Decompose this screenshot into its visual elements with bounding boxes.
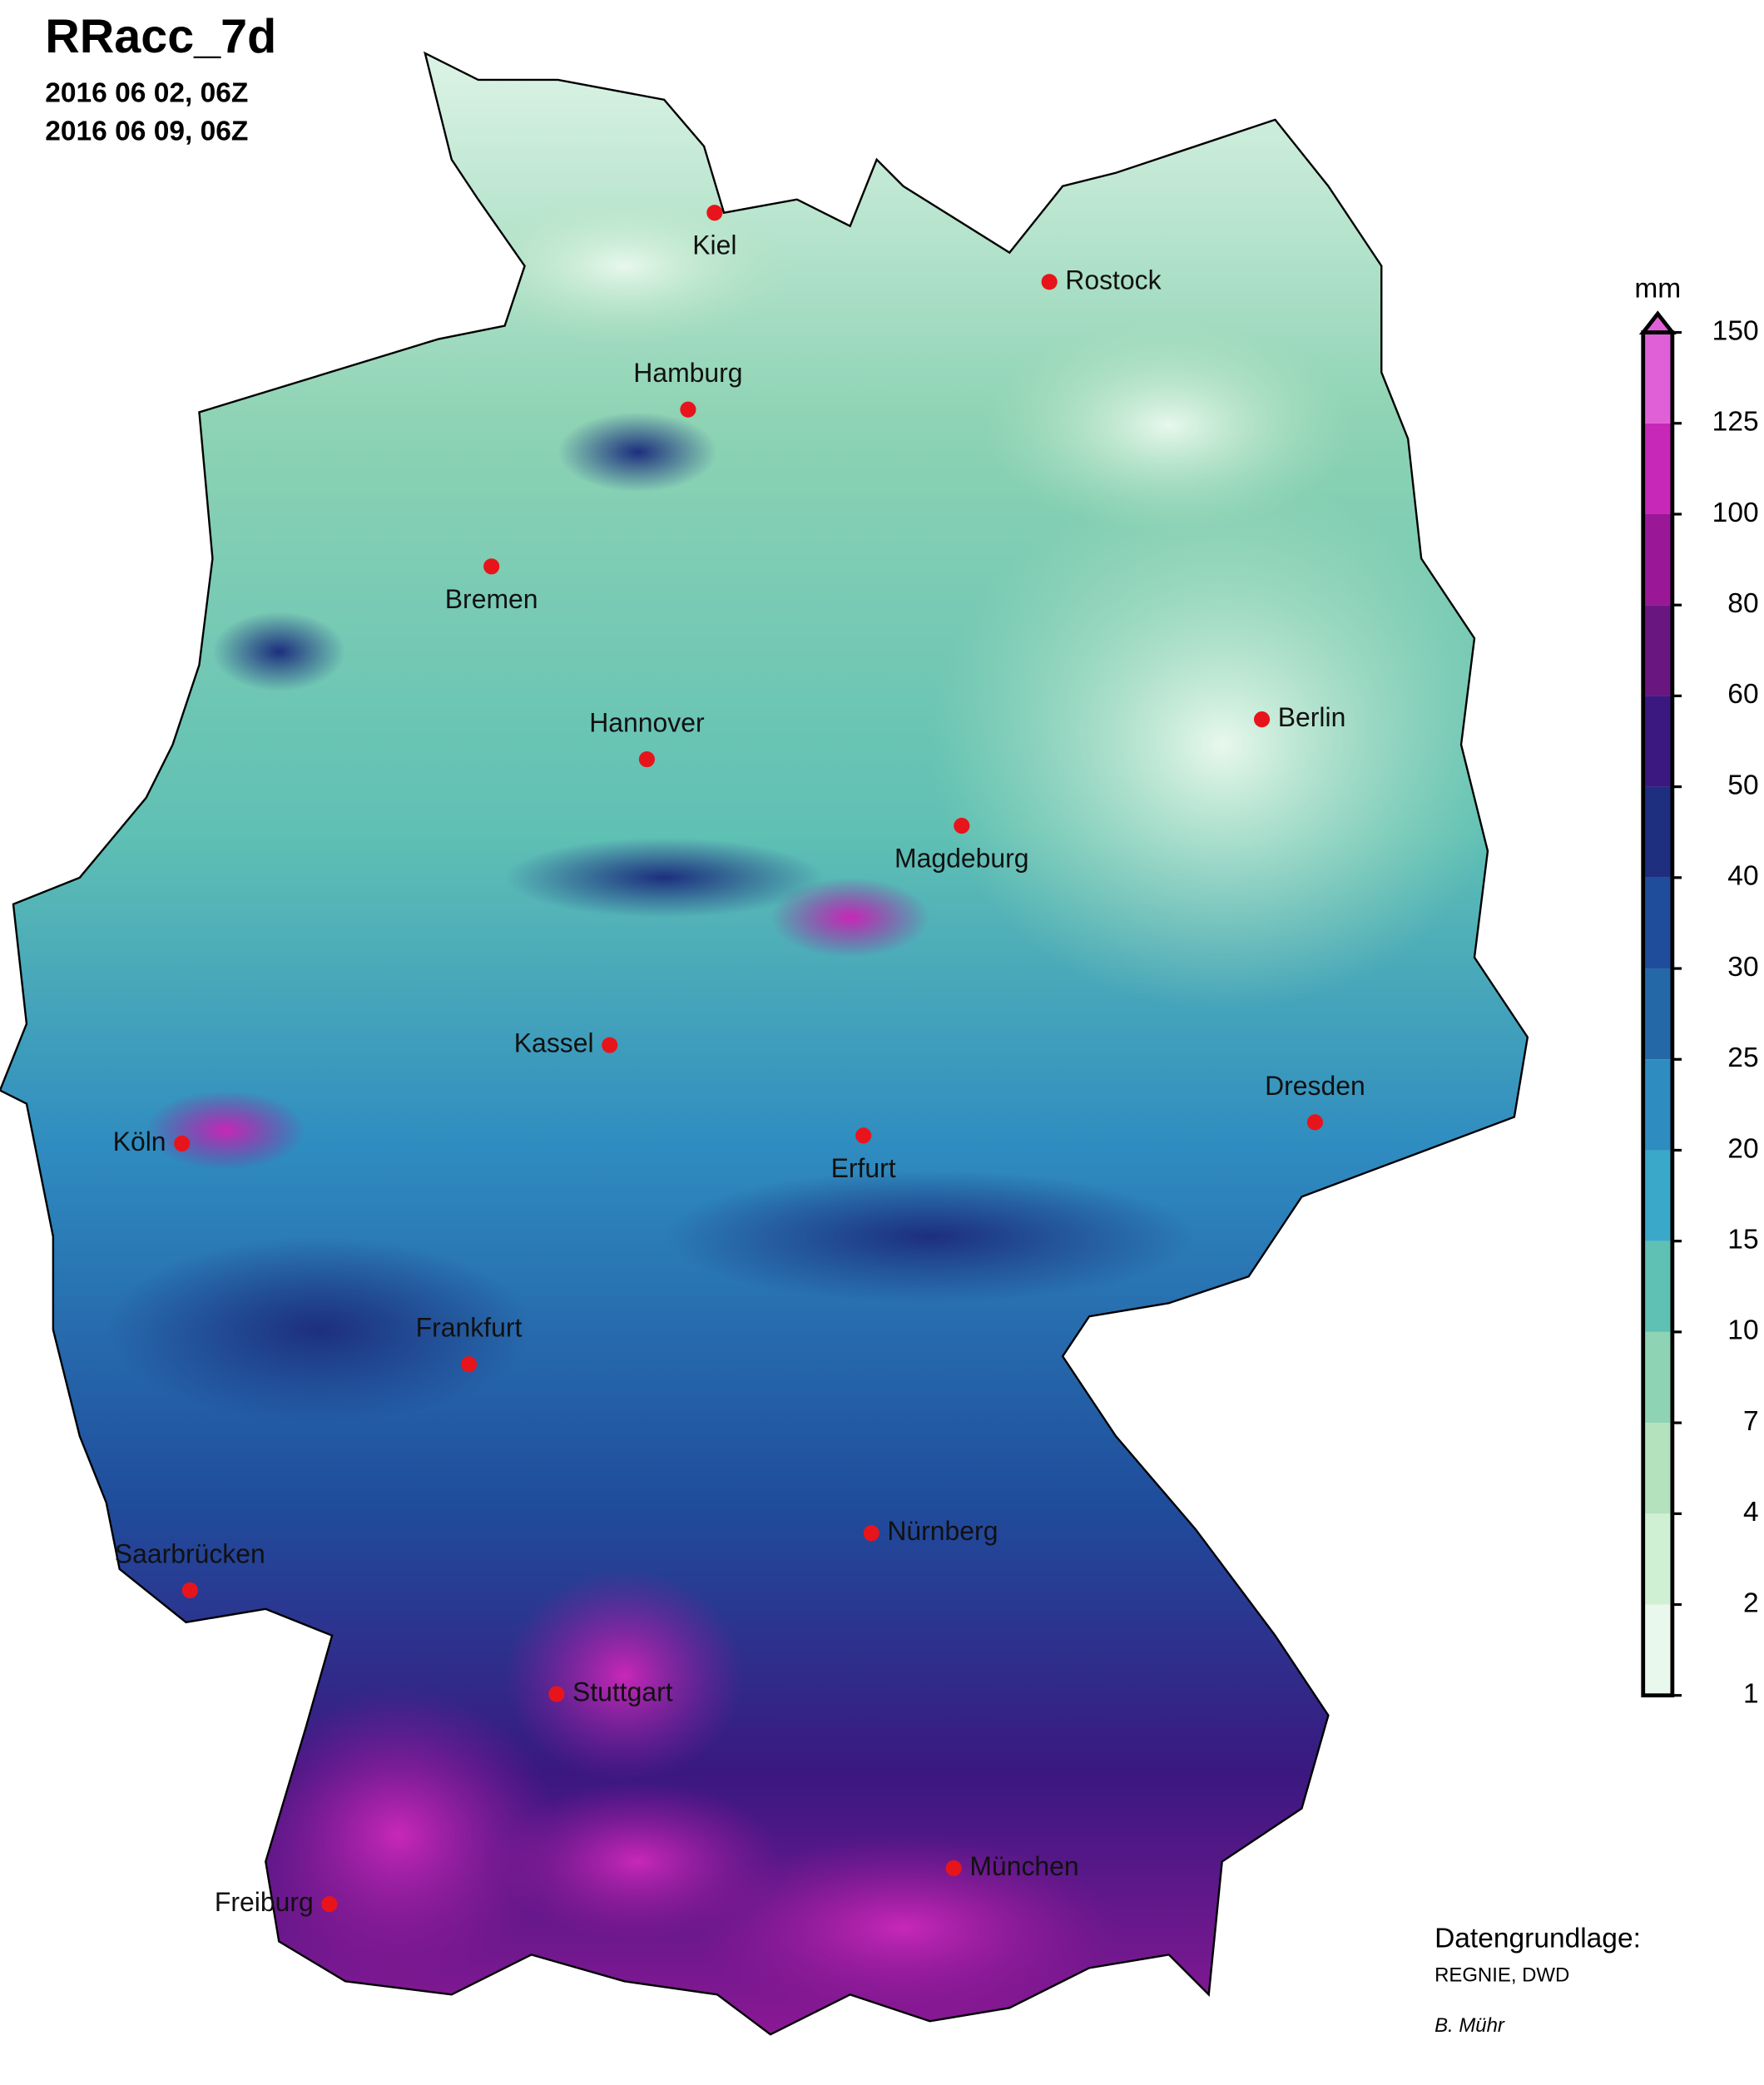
city-label: Köln	[113, 1127, 166, 1156]
colorbar-label: 10	[1727, 1315, 1758, 1346]
city-marker	[174, 1135, 191, 1152]
city-label: Stuttgart	[572, 1677, 673, 1707]
colorbar-bin	[1643, 968, 1672, 1060]
colorbar-bin	[1643, 1604, 1672, 1696]
colorbar-bin	[1643, 786, 1672, 878]
colorbar-bin	[1643, 1513, 1672, 1605]
colorbar-bin	[1643, 605, 1672, 696]
colorbar-label: 2	[1743, 1587, 1759, 1618]
colorbar-bin	[1643, 332, 1672, 423]
city-marker	[321, 1896, 338, 1913]
city-marker	[680, 401, 696, 418]
colorbar-label: 125	[1712, 407, 1759, 438]
map-title: RRacc_7d	[45, 10, 276, 63]
city-marker	[1306, 1114, 1323, 1131]
colorbar-bin	[1643, 1059, 1672, 1151]
precip-field	[0, 52, 1528, 2035]
colorbar-label: 40	[1727, 861, 1758, 892]
city-label: Freiburg	[215, 1887, 314, 1917]
city-marker	[1041, 274, 1058, 290]
colorbar-bin	[1643, 696, 1672, 787]
city-label: Rostock	[1065, 265, 1162, 295]
colorbar-bin	[1643, 1331, 1672, 1424]
city-label: Magdeburg	[894, 843, 1028, 873]
city-label: Kassel	[514, 1028, 594, 1058]
cities: Kiel Rostock Hamburg Bremen Hannover Berlin Ma…	[113, 205, 1365, 1917]
end-date: 2016 06 09, 06Z	[45, 116, 248, 147]
city-label: Dresden	[1265, 1071, 1365, 1101]
city-marker	[181, 1582, 198, 1599]
colorbar-label: 4	[1743, 1497, 1759, 1528]
colorbar-label: 20	[1727, 1133, 1758, 1164]
city-label: Nürnberg	[887, 1516, 998, 1546]
city-marker	[483, 558, 500, 575]
city-marker	[855, 1127, 872, 1144]
author: B. Mühr	[1434, 2014, 1505, 2037]
city-marker	[548, 1686, 565, 1702]
city-marker	[863, 1525, 880, 1542]
colorbar-bin	[1643, 513, 1672, 606]
colorbar-label: 60	[1727, 679, 1758, 710]
colorbar-label: 30	[1727, 952, 1758, 983]
colorbar-label: 15	[1727, 1225, 1758, 1255]
legend-unit: mm	[1634, 273, 1681, 304]
city-label: Kiel	[692, 230, 736, 260]
city-marker	[1253, 711, 1271, 728]
colorbar-bin	[1643, 423, 1672, 514]
colorbar: 1 2 4 7 10 15 20 25 30 40 50 60 80 100 125 150	[1638, 310, 1759, 1710]
city-label: Berlin	[1278, 702, 1346, 732]
city-marker	[602, 1037, 618, 1053]
city-label: München	[969, 1851, 1078, 1881]
city-marker	[638, 750, 656, 768]
colorbar-bin	[1643, 1423, 1672, 1514]
city-label: Hannover	[589, 707, 705, 737]
city-marker	[460, 1356, 478, 1373]
colorbar-label: 25	[1727, 1042, 1758, 1073]
city-marker	[706, 205, 723, 221]
city-marker	[945, 1860, 962, 1877]
city-label: Bremen	[445, 584, 538, 614]
city-label: Hamburg	[633, 358, 742, 388]
city-label: Frankfurt	[416, 1313, 523, 1343]
colorbar-arrow	[1638, 310, 1677, 334]
colorbar-bin	[1643, 1150, 1672, 1241]
city-label: Erfurt	[831, 1153, 896, 1183]
colorbar-label: 80	[1727, 588, 1758, 619]
colorbar-label: 150	[1712, 315, 1759, 346]
colorbar-bin	[1643, 1241, 1672, 1332]
city-label: Saarbrücken	[115, 1538, 265, 1568]
colorbar-label: 50	[1727, 770, 1758, 800]
source: REGNIE, DWD	[1434, 1964, 1569, 1986]
colorbar-label: 7	[1743, 1406, 1759, 1437]
colorbar-label: 1	[1743, 1679, 1759, 1710]
colorbar-label: 100	[1712, 498, 1759, 528]
source-label: Datengrundlage:	[1434, 1924, 1641, 1954]
city-marker	[954, 817, 970, 834]
colorbar-bin	[1643, 877, 1672, 969]
start-date: 2016 06 02, 06Z	[45, 77, 248, 108]
